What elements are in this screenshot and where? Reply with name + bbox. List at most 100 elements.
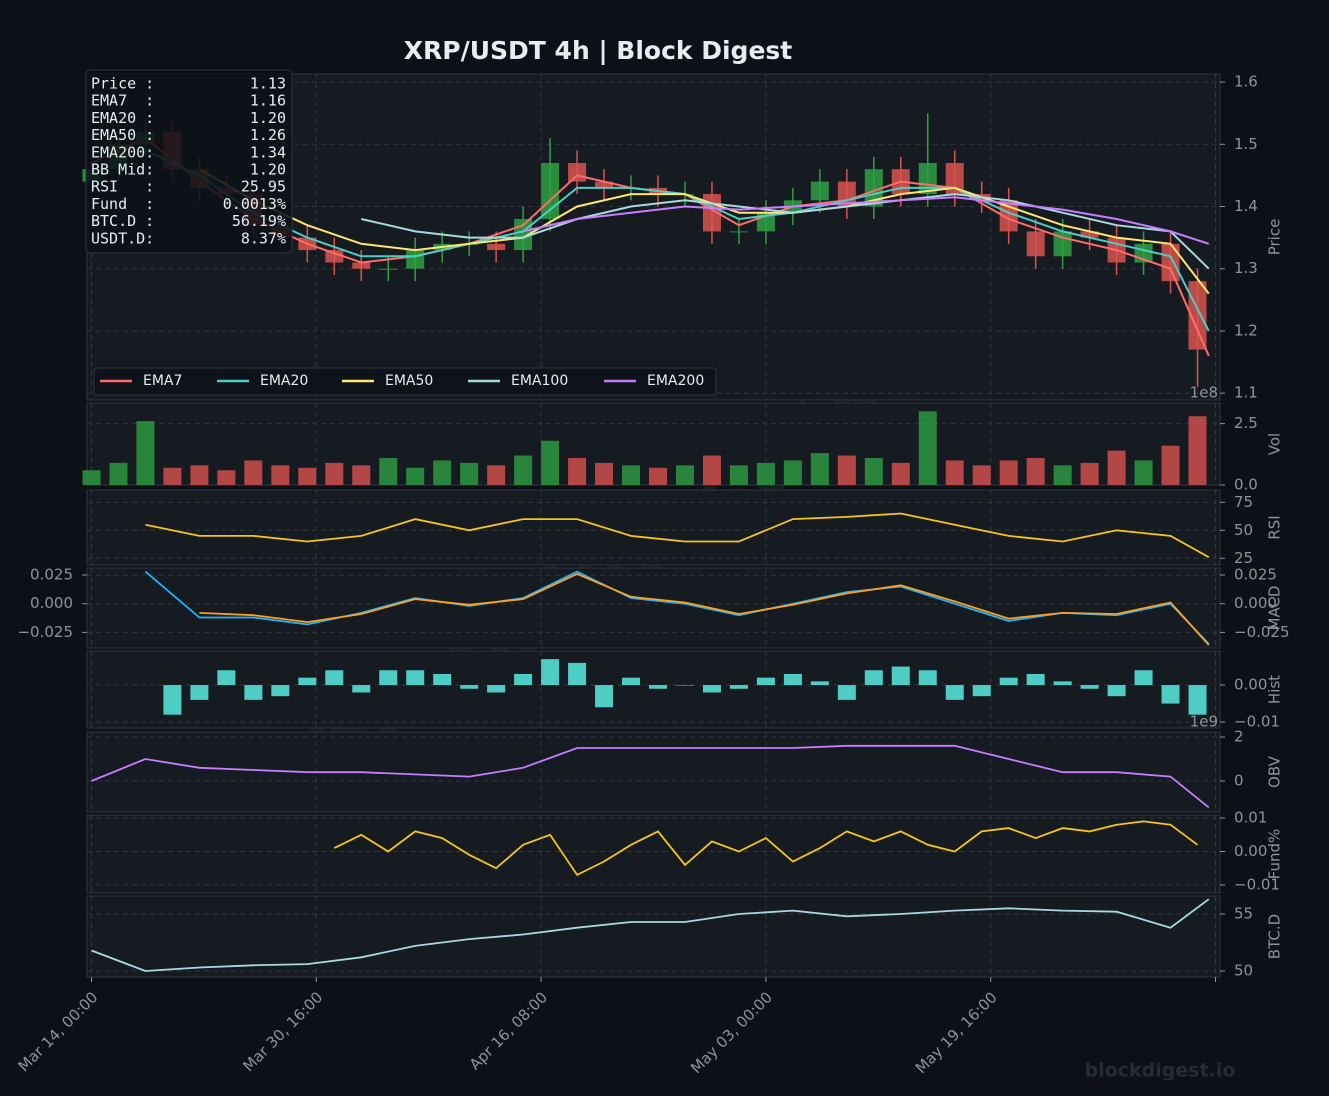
candle-body: [1053, 231, 1072, 257]
bar: [864, 670, 883, 686]
series-line: [522, 196, 1210, 245]
candle-body: [487, 243, 506, 251]
volume-bar: [541, 440, 560, 485]
bar: [999, 677, 1018, 686]
volume-bar: [460, 462, 479, 485]
candle-body: [729, 231, 748, 233]
info-value: 1.16: [250, 92, 286, 110]
info-value: 1.20: [250, 161, 286, 179]
offset-label: 1e9: [1190, 713, 1218, 731]
candle-body: [810, 181, 829, 201]
bar: [837, 685, 856, 700]
bar: [298, 677, 317, 686]
volume-bar: [945, 460, 964, 485]
y-axis-label: Price: [1266, 219, 1284, 256]
y-tick-label: 0.025: [30, 566, 73, 584]
volume-bar: [702, 455, 721, 485]
x-tick-label: May 19, 16:00: [912, 988, 1001, 1077]
info-value: 0.0013%: [223, 195, 286, 213]
panel-background: [86, 489, 1221, 566]
bar: [648, 685, 667, 689]
candle-body: [325, 250, 344, 263]
series-line: [333, 820, 1199, 877]
volume-bar: [783, 460, 802, 485]
bar: [217, 670, 236, 686]
candle-body: [406, 250, 425, 269]
y-tick-label: 75: [1234, 493, 1253, 511]
info-value: 1.20: [250, 109, 286, 127]
y-tick-label: 0.000: [30, 594, 73, 612]
candle-body: [568, 162, 587, 182]
bar: [1080, 685, 1099, 689]
y-tick-label: 55: [1234, 905, 1253, 923]
volume-bar: [810, 453, 829, 485]
legend-label: EMA50: [385, 373, 433, 389]
y-axis-label: OBV: [1266, 755, 1284, 788]
y-tick-label: 1.6: [1234, 73, 1258, 91]
info-key: RSI :: [91, 178, 154, 196]
volume-bar: [190, 465, 209, 485]
legend-label: EMA200: [647, 373, 704, 389]
info-box: Price : 1.13 EMA7 : 1.16 EMA20 : 1.20 EMA50 : 1…: [85, 69, 293, 254]
y-axis-label: Fund%: [1266, 829, 1284, 880]
y-tick-label: 2: [1234, 728, 1244, 746]
chart-title: XRP/USDT 4h | Block Digest: [404, 36, 793, 65]
legend-label: EMA20: [260, 373, 308, 389]
info-key: EMA200:: [91, 143, 154, 161]
info-key: EMA7 :: [91, 92, 154, 110]
info-key: EMA20 :: [91, 109, 154, 127]
volume-bar: [891, 462, 910, 485]
x-tick-label: May 03, 00:00: [687, 988, 776, 1077]
bar: [729, 685, 748, 689]
info-key: USDT.D:: [91, 229, 154, 247]
legend-label: EMA7: [143, 373, 182, 389]
y-tick-label: 0.00: [1234, 842, 1267, 860]
y-tick-label: 1.1: [1234, 384, 1258, 402]
info-value: 8.37%: [241, 229, 286, 247]
y-tick-label: −0.01: [1234, 875, 1280, 893]
candle-body: [945, 162, 964, 195]
volume-bar: [298, 467, 317, 485]
bar: [541, 659, 560, 686]
volume-bar: [864, 457, 883, 485]
volume-bar: [244, 460, 263, 485]
volume-bar: [217, 470, 236, 485]
series-line: [361, 193, 1210, 270]
bar: [783, 673, 802, 686]
bar: [1134, 670, 1153, 686]
series-line: [145, 512, 1210, 558]
bar: [1026, 673, 1045, 686]
series-line: [199, 572, 1210, 646]
volume-bar: [109, 462, 128, 485]
candle-body: [864, 169, 883, 207]
panel-background: [86, 567, 1221, 649]
legend: EMA7 EMA20 EMA50 EMA100 EMA200: [93, 367, 717, 396]
y-tick-label: 0.025: [1234, 566, 1277, 584]
y-tick-label: 0.00: [1234, 676, 1267, 694]
footer-watermark: blockdigest.io: [1085, 1060, 1236, 1082]
info-key: BB Mid:: [91, 161, 154, 179]
y-tick-label: 1.4: [1234, 197, 1258, 215]
bar: [487, 685, 506, 693]
x-tick-label: Mar 14, 00:00: [15, 988, 102, 1075]
bar: [622, 677, 641, 686]
bar: [756, 677, 775, 686]
info-key: Fund :: [91, 195, 154, 213]
y-axis-label: RSI: [1266, 515, 1284, 539]
y-tick-label: 0.000: [1234, 594, 1277, 612]
offset-label: 1e8: [1190, 384, 1218, 402]
panel-background: [86, 814, 1221, 894]
x-tick-label: Apr 16, 08:00: [466, 988, 551, 1073]
bar: [514, 673, 533, 686]
series-line: [91, 898, 1210, 972]
y-tick-label: 1.3: [1234, 259, 1258, 277]
legend-box: [93, 367, 717, 396]
volume-bar: [729, 465, 748, 485]
volume-bar: [1107, 450, 1126, 485]
y-tick-label: −0.025: [1234, 623, 1290, 641]
volume-bar: [1080, 462, 1099, 485]
bar: [352, 685, 371, 693]
bar: [1053, 681, 1072, 686]
info-key: BTC.D :: [91, 212, 154, 230]
